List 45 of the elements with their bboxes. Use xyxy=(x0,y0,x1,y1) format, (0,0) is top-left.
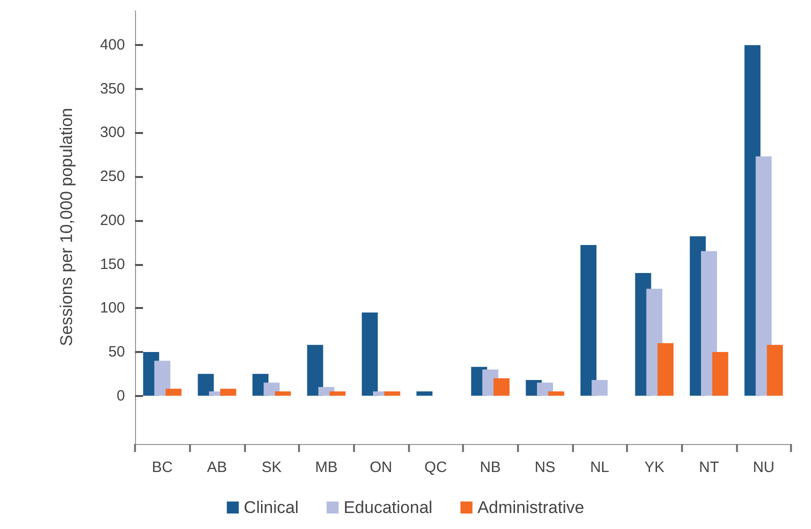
x-tick-label: QC xyxy=(424,459,448,476)
bar xyxy=(384,391,400,396)
y-tick-label: 350 xyxy=(100,80,125,98)
bar xyxy=(330,391,346,396)
y-tick-label: 100 xyxy=(100,300,125,317)
y-tick-label: 400 xyxy=(100,36,125,54)
x-tick-label: YK xyxy=(644,459,664,476)
y-tick-label: 250 xyxy=(100,168,125,186)
x-tick-label: BC xyxy=(152,459,173,476)
bar xyxy=(756,156,772,396)
bar xyxy=(580,244,596,396)
x-tick-label: NL xyxy=(590,459,610,476)
y-tick-label: 150 xyxy=(100,256,125,273)
bar xyxy=(264,382,280,396)
y-axis-title: Sessions per 10,000 population xyxy=(57,108,76,346)
x-tick-label: NU xyxy=(752,459,775,476)
bar xyxy=(166,388,182,396)
bar xyxy=(766,344,783,396)
y-tick-label: 300 xyxy=(100,124,125,142)
bar xyxy=(592,380,608,396)
bar xyxy=(416,391,432,396)
bar xyxy=(701,251,717,396)
bar xyxy=(494,378,510,396)
bar xyxy=(658,343,674,396)
legend-label: Educational xyxy=(344,498,432,517)
bar xyxy=(712,352,728,396)
bar xyxy=(274,391,291,396)
y-tick-label: 200 xyxy=(100,212,125,229)
legend-label: Administrative xyxy=(477,498,584,517)
bar xyxy=(220,388,236,396)
y-tick-label: 50 xyxy=(108,343,125,360)
x-tick-label: NS xyxy=(534,459,556,476)
bar xyxy=(362,312,378,396)
x-tick-label: NB xyxy=(480,459,501,476)
x-tick-label: SK xyxy=(262,459,282,476)
bar xyxy=(154,360,170,396)
bar xyxy=(548,391,564,396)
x-tick-label: NT xyxy=(699,459,719,476)
bar xyxy=(198,374,214,396)
bar xyxy=(307,344,324,396)
x-tick-label: AB xyxy=(206,459,228,476)
x-tick-label: MB xyxy=(315,459,338,476)
legend-label: Clinical xyxy=(244,498,299,517)
x-tick-label: ON xyxy=(370,459,392,476)
y-tick-label: 0 xyxy=(116,387,125,404)
